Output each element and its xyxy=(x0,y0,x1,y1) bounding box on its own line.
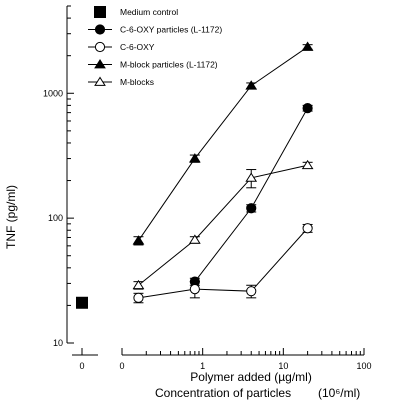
series-lines xyxy=(138,46,309,299)
data-point xyxy=(246,203,257,214)
legend-marker xyxy=(94,6,106,18)
series-line-3 xyxy=(138,164,308,286)
data-point xyxy=(245,80,258,90)
x-tick-label: 100 xyxy=(356,361,371,371)
error-bars xyxy=(133,44,313,304)
y-tick-label: 10 xyxy=(53,338,63,348)
legend: Medium control C-6-OXY particles (L-1172)… xyxy=(88,6,222,87)
legend-label: C-6-OXY particles (L-1172) xyxy=(120,25,222,35)
legend-label: C-6-OXY xyxy=(120,42,155,52)
x-axis-label-line2: Concentration of particles xyxy=(155,386,291,400)
data-point xyxy=(301,41,314,51)
axes xyxy=(66,6,364,356)
x-control-tick-label: 0 xyxy=(79,361,84,371)
data-point xyxy=(302,103,313,114)
data-point xyxy=(133,292,144,303)
data-point xyxy=(132,235,145,245)
x-tick-label: 0 xyxy=(119,361,124,371)
x-axis-label-line1: Polymer added (µg/ml) xyxy=(190,370,312,384)
x-tick-label: 1 xyxy=(200,361,205,371)
data-point xyxy=(245,172,258,182)
data-point xyxy=(189,284,200,295)
y-axis-label: TNF (pg/ml) xyxy=(4,185,18,249)
y-tick-label: 1000 xyxy=(43,88,63,98)
legend-marker xyxy=(94,59,106,69)
x-tick-label: 10 xyxy=(278,361,288,371)
x-axis-unit-label: (10⁶/ml) xyxy=(318,386,360,400)
series-line-1 xyxy=(138,227,308,299)
data-point xyxy=(188,153,201,163)
y-tick-label: 100 xyxy=(48,213,63,223)
legend-marker xyxy=(94,41,106,53)
control-point xyxy=(76,296,88,309)
data-point xyxy=(246,286,257,297)
data-markers xyxy=(76,41,314,309)
data-point xyxy=(132,279,145,290)
series-line-2 xyxy=(138,46,308,241)
data-point xyxy=(188,234,201,244)
data-point xyxy=(302,223,313,234)
legend-label: M-blocks xyxy=(120,77,154,87)
series-line-0 xyxy=(194,107,309,282)
legend-label: Medium control xyxy=(120,7,178,17)
legend-label: M-block particles (L-1172) xyxy=(120,60,218,70)
data-point xyxy=(301,159,314,170)
legend-marker xyxy=(94,76,106,86)
legend-marker xyxy=(94,24,106,35)
